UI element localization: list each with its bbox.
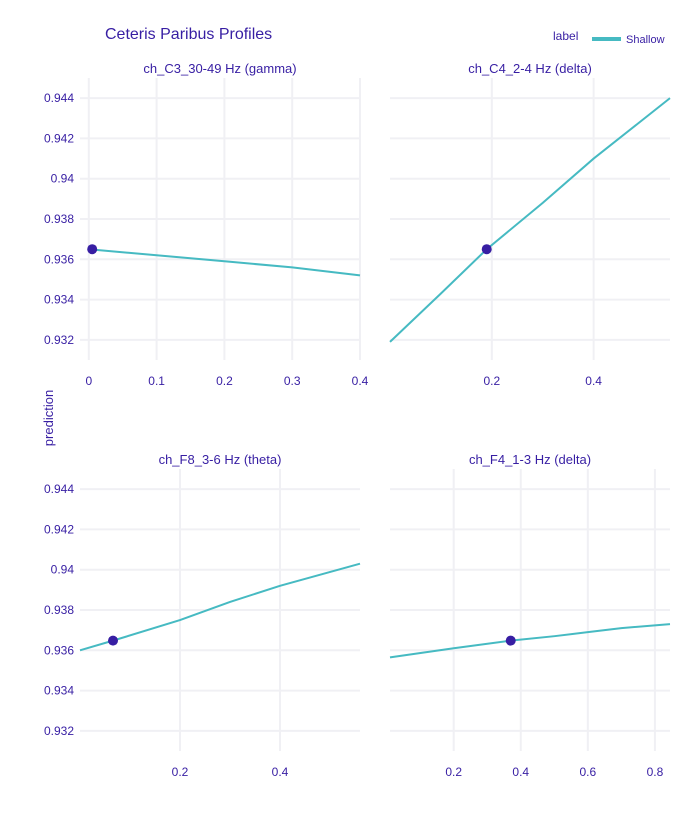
x-tick-label: 0.6 xyxy=(580,765,597,779)
y-tick-label: 0.942 xyxy=(44,522,74,536)
profile-line xyxy=(389,97,671,343)
observation-point xyxy=(108,635,118,646)
legend: label Shallow xyxy=(553,29,665,46)
panel-title: ch_F8_3-6 Hz (theta) xyxy=(159,452,282,467)
profile-line xyxy=(88,248,361,277)
y-tick-label: 0.938 xyxy=(44,603,74,617)
profile-line xyxy=(79,562,361,652)
y-tick-label: 0.932 xyxy=(44,333,74,347)
x-tick-label: 0.2 xyxy=(483,374,500,388)
y-tick-label: 0.942 xyxy=(44,131,74,145)
x-tick-label: 0.2 xyxy=(445,765,462,779)
y-tick-label: 0.94 xyxy=(51,563,75,577)
y-axis-title: prediction xyxy=(41,390,56,446)
panel-1: 0.932 0.934 0.936 0.938 0.94 0.942 0.944 0 0.1 0.… xyxy=(44,61,369,388)
panel-title: ch_C4_2-4 Hz (delta) xyxy=(468,61,592,76)
x-tick-label: 0.2 xyxy=(172,765,189,779)
x-tick-label: 0.8 xyxy=(647,765,664,779)
y-tick-label: 0.936 xyxy=(44,252,74,266)
panels: 0.932 0.934 0.936 0.938 0.94 0.942 0.944 0 0.1 0.… xyxy=(44,61,671,779)
panel-2: 0.2 0.4 ch_C4_2-4 Hz (delta) xyxy=(389,61,671,388)
observation-point xyxy=(87,244,98,255)
x-tick-label: 0.2 xyxy=(216,374,233,388)
panel-4: 0.2 0.4 0.6 0.8 ch_F4_1-3 Hz (delta) xyxy=(389,452,671,779)
y-tick-label: 0.944 xyxy=(44,482,74,496)
panel-3: 0.932 0.934 0.936 0.938 0.94 0.942 0.944 0.2 0.4… xyxy=(44,452,361,779)
x-tick-label: 0.1 xyxy=(148,374,165,388)
x-tick-label: 0.3 xyxy=(284,374,301,388)
y-tick-label: 0.934 xyxy=(44,293,74,307)
panel-title: ch_C3_30-49 Hz (gamma) xyxy=(143,61,296,76)
y-tick-label: 0.936 xyxy=(44,643,74,657)
y-tick-label: 0.934 xyxy=(44,684,74,698)
legend-title: label xyxy=(553,29,578,43)
y-tick-label: 0.94 xyxy=(51,172,75,186)
profile-line xyxy=(389,623,671,659)
x-tick-label: 0 xyxy=(85,374,92,388)
x-tick-label: 0.4 xyxy=(352,374,369,388)
observation-point xyxy=(481,244,492,255)
x-tick-label: 0.4 xyxy=(585,374,602,388)
chart-title: Ceteris Paribus Profiles xyxy=(105,26,272,43)
panel-title: ch_F4_1-3 Hz (delta) xyxy=(469,452,591,467)
x-tick-label: 0.4 xyxy=(512,765,529,779)
observation-point xyxy=(505,635,516,646)
y-tick-label: 0.932 xyxy=(44,724,74,738)
y-tick-label: 0.944 xyxy=(44,91,74,105)
x-tick-label: 0.4 xyxy=(272,765,289,779)
y-tick-label: 0.938 xyxy=(44,212,74,226)
legend-entry-shallow: Shallow xyxy=(626,34,665,46)
